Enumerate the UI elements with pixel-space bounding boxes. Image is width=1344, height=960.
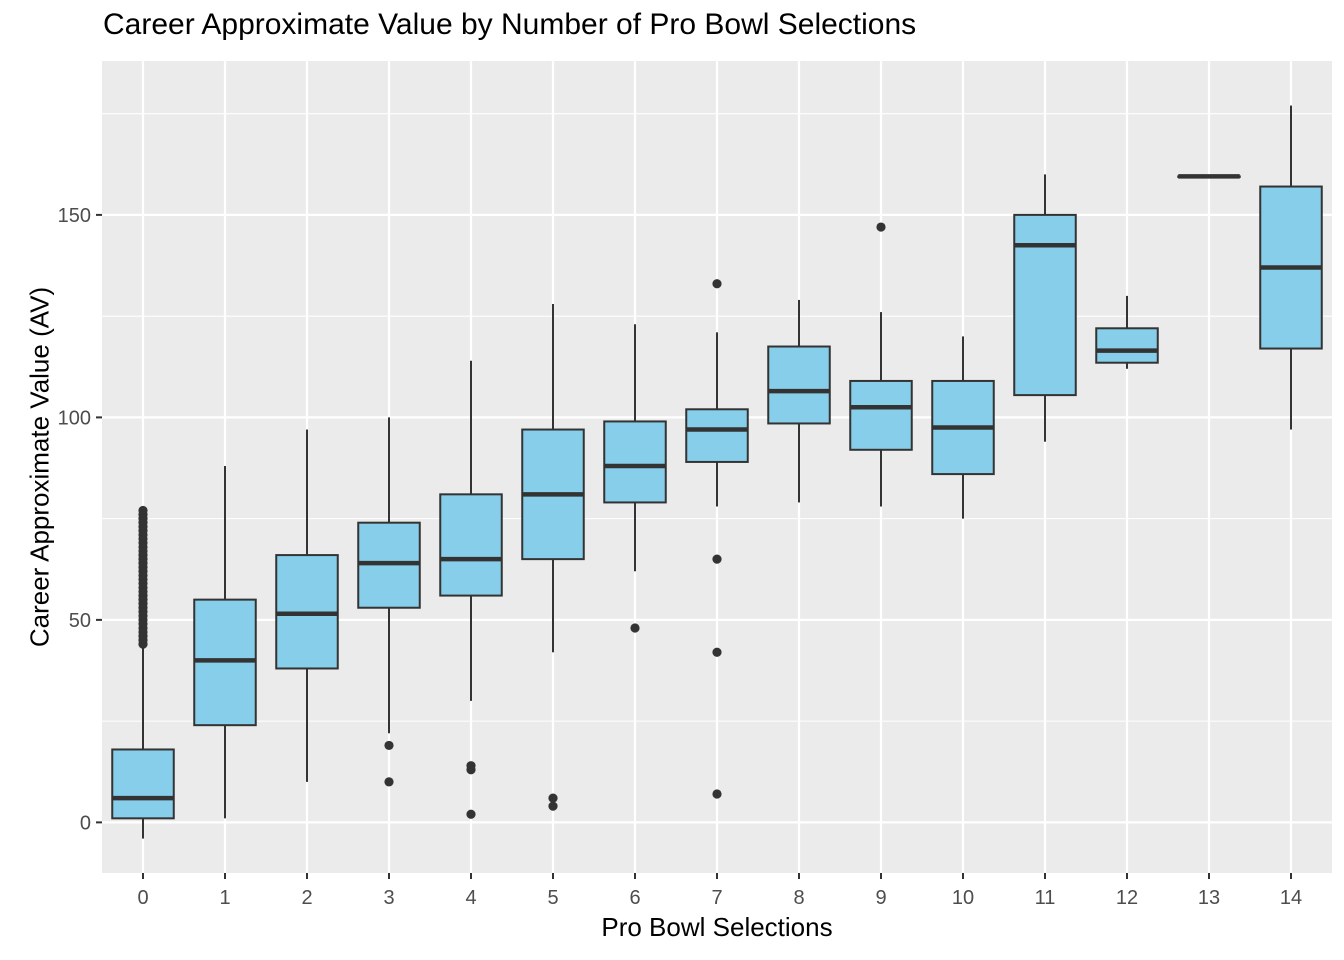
y-axis-tick-label: 50 <box>69 610 91 632</box>
x-axis-tick-label: 0 <box>137 887 148 909</box>
x-axis-tick-label: 14 <box>1280 887 1302 909</box>
outlier-point <box>138 505 148 516</box>
x-axis-tick-label: 1 <box>219 887 230 909</box>
outlier-point <box>630 623 640 633</box>
x-axis-tick-label: 12 <box>1116 887 1138 909</box>
outlier-point <box>466 761 476 771</box>
y-axis-tick-label: 100 <box>58 407 91 429</box>
outlier-point <box>548 801 558 811</box>
x-axis-tick-label: 3 <box>383 887 394 909</box>
box-iqr <box>1095 327 1159 364</box>
box-iqr <box>849 379 913 451</box>
box-iqr <box>767 345 831 425</box>
y-axis-tick-label: 150 <box>58 205 91 227</box>
x-axis-tick-label: 9 <box>875 887 886 909</box>
box-iqr <box>439 493 503 597</box>
chart-title: Career Approximate Value by Number of Pr… <box>103 8 917 41</box>
x-axis-tick-label: 5 <box>547 887 558 909</box>
x-axis-tick-label: 6 <box>629 887 640 909</box>
x-axis-tick-label: 4 <box>465 887 476 909</box>
x-axis-tick-label: 2 <box>301 887 312 909</box>
outlier-point <box>384 740 394 751</box>
outlier-point <box>712 789 722 799</box>
y-axis-title: Career Approximate Value (AV) <box>24 286 55 648</box>
outlier-point <box>466 809 476 819</box>
outlier-point <box>712 279 722 289</box>
box-iqr <box>111 748 175 820</box>
x-axis-title: Pro Bowl Selections <box>601 912 833 942</box>
outlier-point <box>548 793 558 803</box>
y-axis-tick-label: 0 <box>80 812 91 834</box>
x-axis-tick-label: 13 <box>1198 887 1220 909</box>
outlier-point <box>384 777 394 787</box>
box-iqr <box>1013 213 1077 397</box>
outlier-point <box>712 647 722 657</box>
box-iqr <box>685 408 749 463</box>
x-axis-tick-label: 10 <box>952 887 974 909</box>
box-iqr <box>603 420 667 504</box>
x-axis-tick-label: 7 <box>711 887 722 909</box>
outlier-point <box>876 222 886 232</box>
x-axis-tick-label: 8 <box>793 887 804 909</box>
outlier-point <box>712 554 722 564</box>
x-axis-tick-label: 11 <box>1035 887 1056 909</box>
